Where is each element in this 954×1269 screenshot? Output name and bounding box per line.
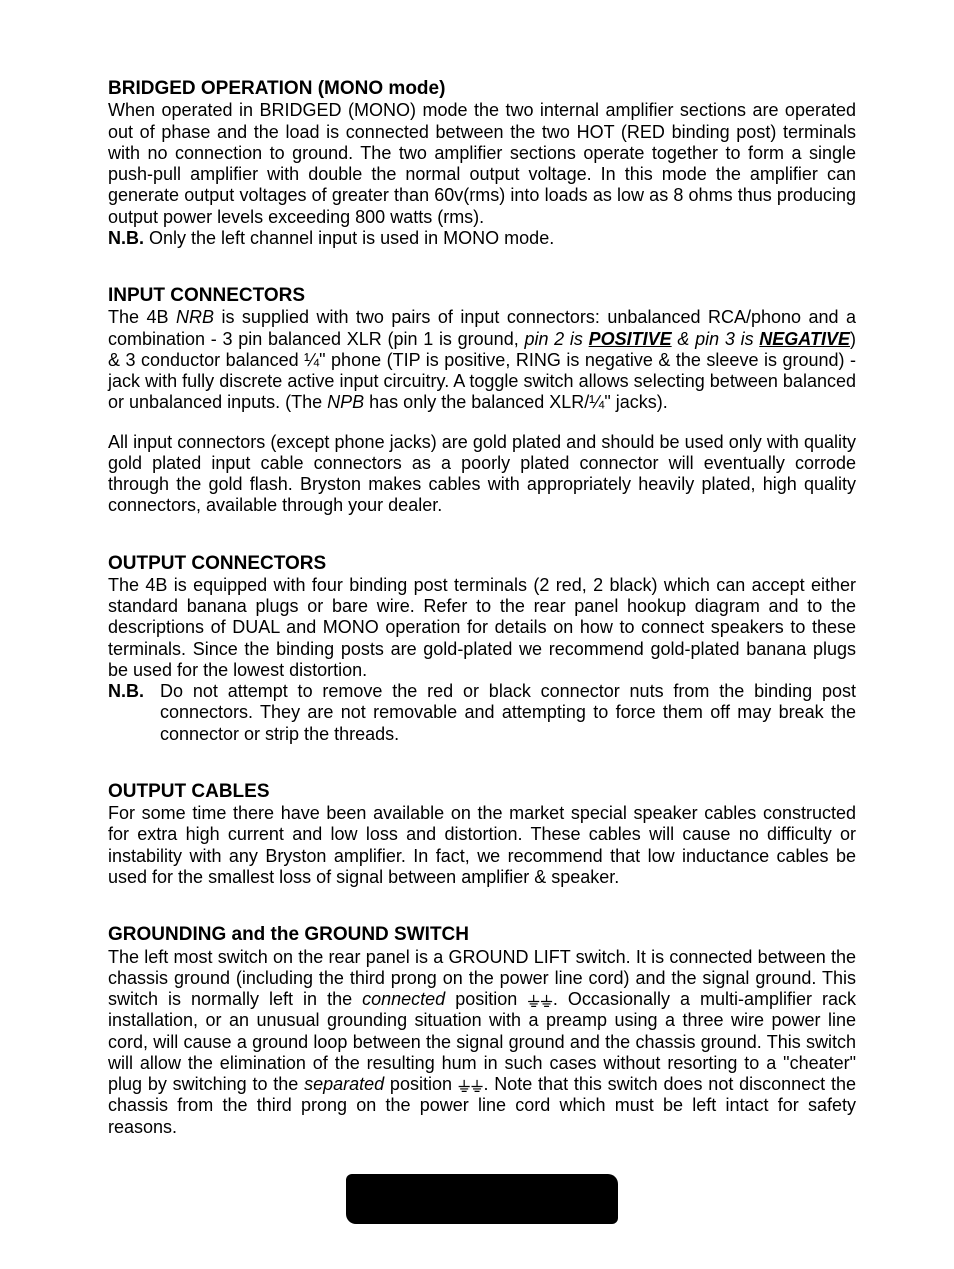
section-output-connectors: OUTPUT CONNECTORS The 4B is equipped wit… — [108, 553, 856, 745]
text: The 4B — [108, 307, 176, 327]
footer-redaction-area — [108, 1174, 856, 1229]
text: has only the balanced XLR/¼" jacks). — [364, 392, 668, 412]
nb-text: Only the left channel input is used in M… — [144, 228, 554, 248]
heading-grounding: GROUNDING and the GROUND SWITCH — [108, 924, 856, 946]
paragraph: The 4B NRB is supplied with two pairs of… — [108, 307, 856, 413]
pin2-label: pin 2 is — [524, 329, 588, 349]
paragraph: The 4B is equipped with four binding pos… — [108, 575, 856, 681]
text: position — [384, 1074, 458, 1094]
redacted-block — [346, 1174, 618, 1224]
heading-input: INPUT CONNECTORS — [108, 285, 856, 307]
section-bridged: BRIDGED OPERATION (MONO mode) When opera… — [108, 78, 856, 249]
heading-bridged: BRIDGED OPERATION (MONO mode) — [108, 78, 856, 100]
positive-label: POSITIVE — [589, 329, 672, 349]
connected-label: connected — [362, 989, 445, 1009]
text: position — [445, 989, 527, 1009]
separated-label: separated — [304, 1074, 384, 1094]
section-input-connectors: INPUT CONNECTORS The 4B NRB is supplied … — [108, 285, 856, 517]
nb-label: N.B. — [108, 228, 144, 248]
pin3-label: pin 3 is — [695, 329, 759, 349]
section-grounding: GROUNDING and the GROUND SWITCH The left… — [108, 924, 856, 1138]
section-output-cables: OUTPUT CABLES For some time there have b… — [108, 781, 856, 888]
paragraph: All input connectors (except phone jacks… — [108, 432, 856, 517]
document-page: BRIDGED OPERATION (MONO mode) When opera… — [0, 0, 954, 1269]
paragraph: The left most switch on the rear panel i… — [108, 947, 856, 1138]
model-npb: NPB — [327, 392, 364, 412]
heading-output-cables: OUTPUT CABLES — [108, 781, 856, 803]
model-nrb: NRB — [176, 307, 214, 327]
negative-label: NEGATIVE — [759, 329, 850, 349]
nb-row: N.B. Do not attempt to remove the red or… — [108, 681, 856, 745]
spacer — [108, 414, 856, 432]
paragraph: When operated in BRIDGED (MONO) mode the… — [108, 100, 856, 227]
text: & — [672, 329, 695, 349]
heading-output-conn: OUTPUT CONNECTORS — [108, 553, 856, 575]
paragraph: For some time there have been available … — [108, 803, 856, 888]
nb-label: N.B. — [108, 681, 160, 702]
nb-line: N.B. Only the left channel input is used… — [108, 228, 856, 249]
nb-text: Do not attempt to remove the red or blac… — [160, 681, 856, 745]
